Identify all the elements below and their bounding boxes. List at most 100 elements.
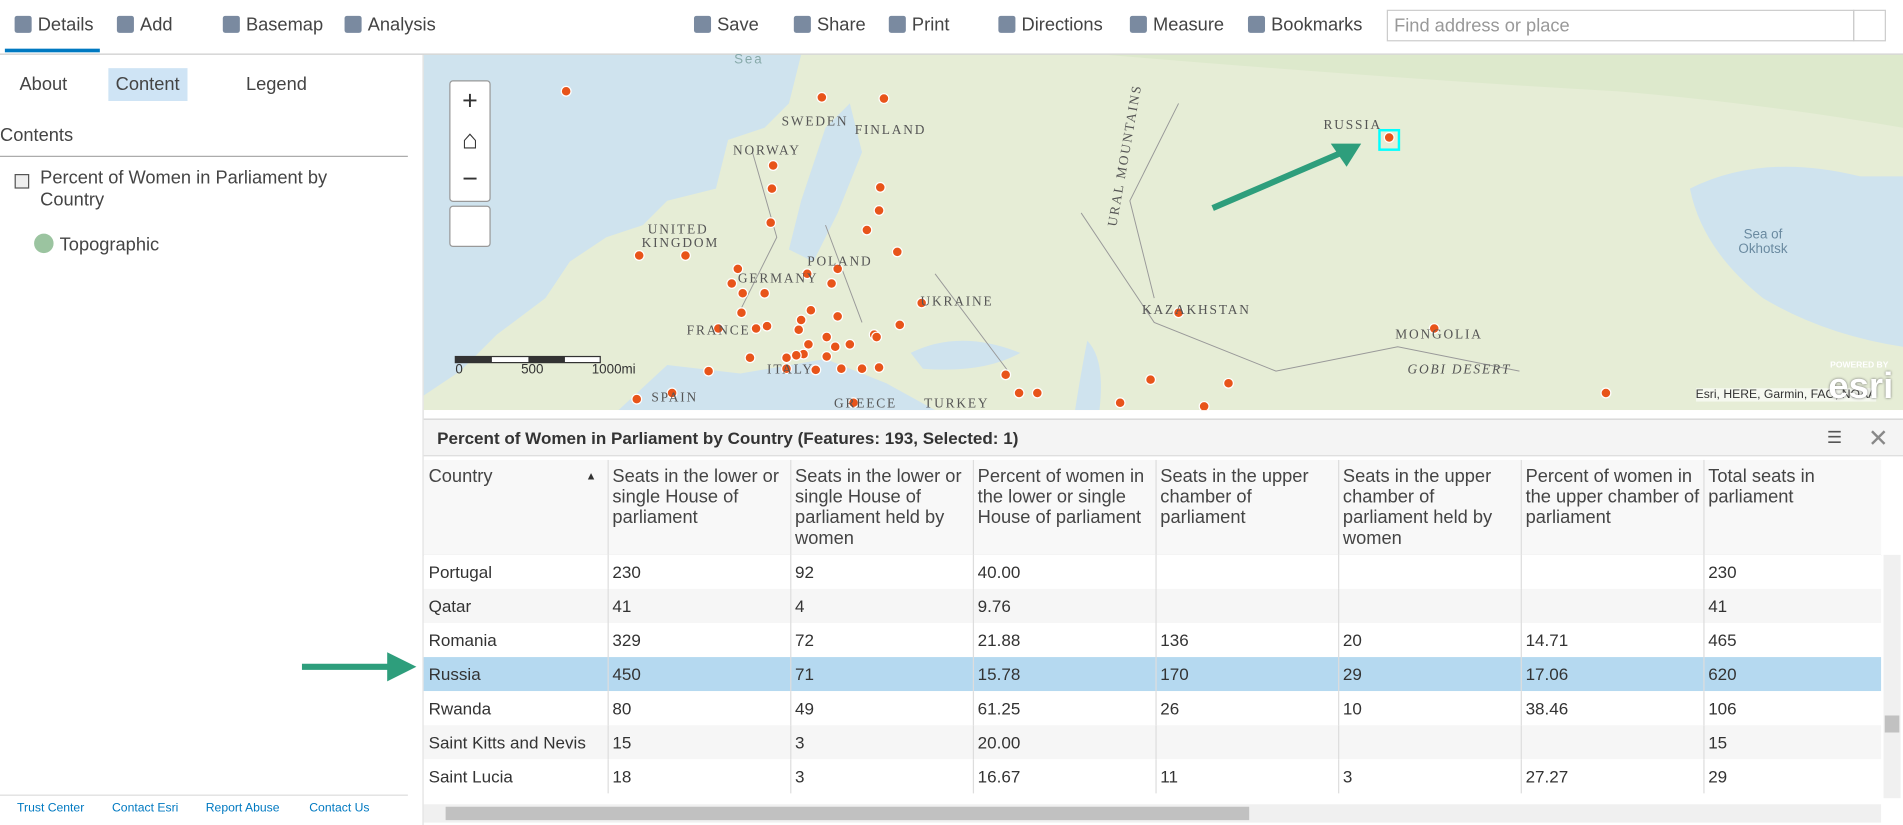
toolbar-button[interactable]: Save — [693, 15, 759, 35]
country-point[interactable] — [767, 160, 779, 171]
column-header[interactable]: Country — [428, 466, 493, 487]
country-point[interactable] — [801, 268, 813, 280]
toolbar-button[interactable]: Share — [793, 15, 866, 35]
country-point[interactable] — [759, 287, 771, 299]
country-point[interactable] — [856, 363, 868, 375]
footer-link[interactable]: Trust Center — [17, 801, 85, 816]
country-point[interactable] — [832, 263, 844, 275]
sidebar-tab[interactable]: Legend — [245, 74, 307, 95]
layer-name[interactable]: Topographic — [59, 234, 160, 256]
country-point[interactable] — [916, 297, 928, 309]
locate-button[interactable] — [449, 205, 491, 248]
country-point[interactable] — [1198, 400, 1210, 411]
toolbar-button[interactable]: Add — [116, 15, 173, 35]
column-header[interactable]: Percent of women in the lower or single … — [972, 459, 1156, 555]
country-point[interactable] — [790, 349, 802, 361]
country-point[interactable] — [560, 85, 572, 97]
country-point[interactable] — [761, 320, 773, 332]
country-point[interactable] — [1013, 387, 1025, 399]
country-point[interactable] — [735, 307, 747, 319]
country-point[interactable] — [821, 351, 833, 363]
country-point[interactable] — [874, 181, 886, 193]
country-point[interactable] — [1428, 323, 1440, 335]
country-point[interactable] — [666, 387, 678, 399]
country-point[interactable] — [793, 324, 805, 336]
country-point[interactable] — [1114, 397, 1126, 409]
country-point[interactable] — [1383, 132, 1395, 143]
country-point[interactable] — [712, 323, 724, 335]
v-scroll-thumb[interactable] — [1884, 715, 1900, 733]
country-point[interactable] — [795, 314, 807, 326]
country-point[interactable] — [891, 246, 903, 258]
country-point[interactable] — [766, 183, 778, 195]
footer-link[interactable]: Report Abuse — [205, 801, 280, 816]
country-point[interactable] — [744, 352, 756, 364]
sidebar-tab[interactable]: About — [19, 74, 68, 95]
country-point[interactable] — [826, 278, 838, 289]
country-point[interactable] — [1223, 377, 1234, 389]
country-point[interactable] — [765, 217, 777, 229]
column-header[interactable]: Seats in the lower or single House of pa… — [790, 459, 973, 555]
country-point[interactable] — [732, 263, 744, 275]
country-point[interactable] — [781, 352, 793, 364]
country-point[interactable] — [829, 341, 841, 353]
toolbar-button[interactable]: Basemap — [222, 15, 323, 35]
search-box[interactable]: Find address or place — [1386, 9, 1855, 42]
country-point[interactable] — [750, 323, 762, 335]
layer-name[interactable]: Percent of Women in Parliament by Countr… — [40, 167, 328, 211]
table-row[interactable] — [423, 588, 1882, 624]
map[interactable]: + ⌂ − SWEDEN FINLAND NORWAY UNITED KINGDOM POL… — [423, 52, 1903, 411]
country-point[interactable] — [873, 362, 885, 373]
table-row[interactable] — [423, 554, 1882, 589]
country-point[interactable] — [802, 338, 814, 350]
v-scrollbar[interactable] — [1883, 554, 1901, 799]
country-point[interactable] — [726, 278, 738, 289]
search-button[interactable] — [1853, 9, 1886, 42]
table-row[interactable] — [423, 691, 1882, 726]
toolbar-button[interactable]: Directions — [998, 15, 1103, 35]
country-point[interactable] — [805, 304, 817, 316]
column-header[interactable]: Seats in the lower or single House of pa… — [607, 459, 791, 555]
footer-link[interactable]: Contact Esri — [112, 801, 179, 816]
country-point[interactable] — [781, 363, 793, 375]
table-row[interactable] — [423, 623, 1882, 658]
table-close[interactable]: ✕ — [1867, 425, 1889, 453]
h-scroll-thumb[interactable] — [445, 806, 1250, 821]
country-point[interactable] — [1145, 374, 1157, 386]
zoom-controls[interactable]: + ⌂ − — [449, 80, 491, 202]
country-point[interactable] — [631, 393, 643, 405]
country-point[interactable] — [821, 331, 833, 343]
table-row[interactable] — [423, 759, 1882, 794]
selected-row[interactable] — [423, 657, 1882, 692]
column-header[interactable]: Seats in the upper chamber of parliament… — [1338, 459, 1521, 555]
toolbar-button[interactable]: Measure — [1129, 15, 1224, 35]
column-header[interactable]: Total seats in parliament — [1703, 459, 1886, 555]
country-point[interactable] — [848, 397, 859, 409]
country-point[interactable] — [816, 91, 828, 103]
country-point[interactable] — [1173, 307, 1185, 319]
country-point[interactable] — [832, 310, 844, 322]
column-header[interactable]: Percent of women in the upper chamber of… — [1520, 459, 1704, 555]
toolbar-button[interactable]: Details — [14, 15, 94, 35]
country-point[interactable] — [633, 250, 645, 262]
country-point[interactable] — [873, 205, 885, 216]
country-point[interactable] — [737, 287, 749, 299]
toolbar-button[interactable]: Bookmarks — [1247, 15, 1362, 35]
country-point[interactable] — [1031, 387, 1043, 399]
footer-link[interactable]: Contact Us — [309, 801, 370, 816]
sidebar-tab[interactable]: Content — [108, 68, 187, 101]
country-point[interactable] — [703, 365, 715, 377]
country-point[interactable] — [679, 250, 691, 262]
country-point[interactable] — [871, 331, 883, 343]
toolbar-button[interactable]: Print — [888, 15, 949, 35]
country-point[interactable] — [835, 363, 847, 375]
table-menu[interactable]: ☰ — [1826, 427, 1843, 447]
country-point[interactable] — [894, 319, 906, 331]
country-point[interactable] — [810, 364, 822, 376]
country-point[interactable] — [861, 224, 873, 236]
column-header[interactable]: Seats in the upper chamber of parliament — [1155, 459, 1338, 555]
country-point[interactable] — [878, 93, 890, 105]
country-point[interactable] — [1600, 387, 1612, 399]
table-row[interactable] — [423, 725, 1882, 760]
country-point[interactable] — [1000, 369, 1012, 381]
